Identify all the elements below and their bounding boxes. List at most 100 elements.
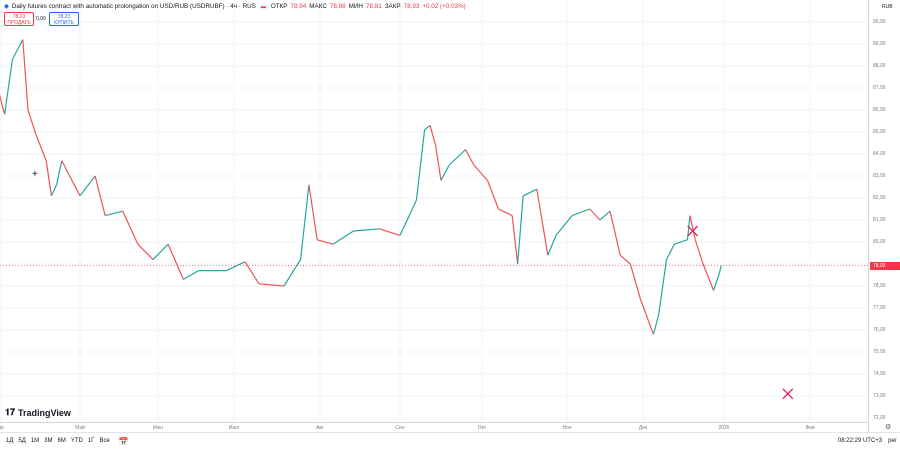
price-segment bbox=[486, 180, 500, 210]
range-button[interactable]: 1М bbox=[30, 438, 40, 444]
tradingview-logo[interactable]: 𝟏𝟕 TradingView bbox=[5, 407, 71, 418]
time-tick: Дек bbox=[638, 425, 648, 431]
symbol-title[interactable]: Daily futures contract with automatic pr… bbox=[11, 3, 256, 10]
price-segment bbox=[308, 184, 318, 240]
tradingview-logo-icon: 𝟏𝟕 bbox=[5, 407, 16, 417]
price-segment bbox=[440, 164, 450, 181]
price-segment bbox=[332, 230, 354, 245]
close-label: ЗАКР bbox=[384, 3, 401, 10]
price-tick: 72,00 bbox=[873, 415, 886, 421]
time-tick: Окт bbox=[477, 425, 487, 431]
time-tick: Авг bbox=[316, 425, 324, 431]
price-segment bbox=[652, 314, 660, 335]
range-button[interactable]: YTD bbox=[70, 438, 83, 444]
price-segment bbox=[22, 39, 29, 111]
cross-marker[interactable] bbox=[687, 225, 699, 237]
sell-price: 78,23 bbox=[12, 14, 26, 20]
price-tick: 82,00 bbox=[873, 195, 886, 201]
price-tick: 77,00 bbox=[873, 305, 886, 311]
price-segment bbox=[555, 215, 573, 236]
range-button[interactable]: 5Д bbox=[18, 438, 26, 444]
price-segment bbox=[674, 239, 688, 245]
currency-selector[interactable]: RUB bbox=[882, 4, 893, 10]
axis-settings-icon[interactable]: ⚙ bbox=[885, 424, 892, 431]
logo-text: TradingView bbox=[18, 407, 71, 418]
buy-button[interactable]: 78,23 КУПИТЬ bbox=[49, 12, 79, 26]
price-axis[interactable]: RUB 90,00 89,00 88,00 87,00 86,00 85,00 84,00 8… bbox=[868, 0, 900, 432]
price-segment bbox=[547, 235, 557, 256]
buy-price: 78,23 bbox=[57, 14, 71, 20]
time-tick: Июн bbox=[152, 425, 164, 431]
low-value: 78,81 bbox=[365, 3, 382, 10]
price-segment bbox=[69, 175, 81, 197]
price-segment bbox=[665, 243, 675, 260]
price-segment bbox=[183, 270, 199, 280]
price-segment bbox=[511, 215, 519, 265]
price-segment bbox=[79, 175, 96, 197]
sell-button[interactable]: 78,23 ПРОДАТЬ bbox=[4, 12, 34, 26]
price-segment bbox=[718, 265, 722, 276]
price-segment bbox=[473, 164, 488, 181]
clock[interactable]: 08:22:29 UTC+3 bbox=[837, 438, 883, 444]
sell-label: ПРОДАТЬ bbox=[7, 20, 31, 26]
session-toggle[interactable]: рег bbox=[888, 438, 897, 444]
price-tick: 81,00 bbox=[873, 217, 886, 223]
time-tick: Ноя bbox=[562, 425, 572, 431]
time-tick: пр bbox=[0, 425, 4, 431]
price-segment bbox=[94, 175, 106, 216]
crosshair-cursor-icon: + bbox=[32, 169, 38, 180]
price-segment bbox=[299, 184, 310, 260]
cross-marker[interactable] bbox=[782, 388, 794, 400]
time-axis[interactable]: пр Май Июн Июл Авг Сен Окт Ноя Дек 2026 Фев bbox=[0, 422, 868, 432]
price-segment bbox=[0, 94, 6, 115]
buy-label: КУПИТЬ bbox=[54, 20, 74, 26]
price-segment bbox=[137, 243, 154, 261]
range-button[interactable]: 3М bbox=[44, 438, 53, 444]
range-button[interactable]: Все bbox=[99, 438, 110, 444]
bottom-toolbar: 1Д 5Д 1М 3М 6М YTD 1Г Все 📅 08:22:29 UTC+3 рег bbox=[0, 432, 900, 449]
collapse-toggle[interactable]: ▬ bbox=[258, 3, 268, 10]
price-tick: 78,00 bbox=[873, 283, 886, 289]
price-segment bbox=[283, 259, 302, 287]
close-value: 78,93 bbox=[403, 3, 420, 10]
range-button[interactable]: 1Д bbox=[6, 438, 14, 444]
price-tick: 74,00 bbox=[873, 371, 886, 377]
last-price-tag: 78,93 bbox=[870, 261, 900, 270]
time-tick: Сен bbox=[395, 425, 405, 431]
price-segment bbox=[61, 160, 71, 177]
price-tick: 76,00 bbox=[873, 327, 886, 333]
price-segment bbox=[517, 195, 524, 265]
price-segment bbox=[399, 199, 417, 236]
range-button[interactable]: 6М bbox=[57, 438, 66, 444]
price-segment bbox=[424, 124, 431, 131]
high-label: МАКС bbox=[309, 3, 327, 10]
spread-value: 0,00 bbox=[36, 16, 46, 22]
price-segment bbox=[536, 189, 549, 256]
price-segment bbox=[379, 228, 401, 236]
price-tick: 87,00 bbox=[873, 85, 886, 91]
low-label: МИН bbox=[348, 3, 363, 10]
price-segment bbox=[56, 160, 63, 185]
price-segment bbox=[50, 184, 58, 197]
price-segment bbox=[434, 145, 442, 181]
price-segment bbox=[226, 261, 246, 272]
open-label: ОТКР bbox=[270, 3, 288, 10]
price-tick: 89,00 bbox=[873, 41, 886, 47]
range-button[interactable]: 1Г bbox=[87, 438, 95, 444]
price-segment bbox=[45, 160, 52, 196]
go-to-date-icon[interactable]: 📅 bbox=[118, 436, 129, 446]
time-tick: Июл bbox=[228, 425, 240, 431]
price-tick: 88,00 bbox=[873, 63, 886, 69]
price-segment bbox=[152, 243, 169, 261]
change-value: +0,02 (+0,03%) bbox=[422, 3, 466, 10]
price-segment bbox=[11, 39, 24, 60]
price-segment bbox=[167, 243, 184, 280]
price-tick: 83,00 bbox=[873, 173, 886, 179]
time-tick: Фев bbox=[805, 425, 815, 431]
high-value: 78,98 bbox=[329, 3, 346, 10]
price-chart[interactable]: + bbox=[0, 0, 868, 422]
price-segment bbox=[522, 188, 538, 197]
price-segment bbox=[599, 210, 611, 221]
time-tick: Май bbox=[75, 425, 85, 431]
price-tick: 90,00 bbox=[873, 19, 886, 25]
